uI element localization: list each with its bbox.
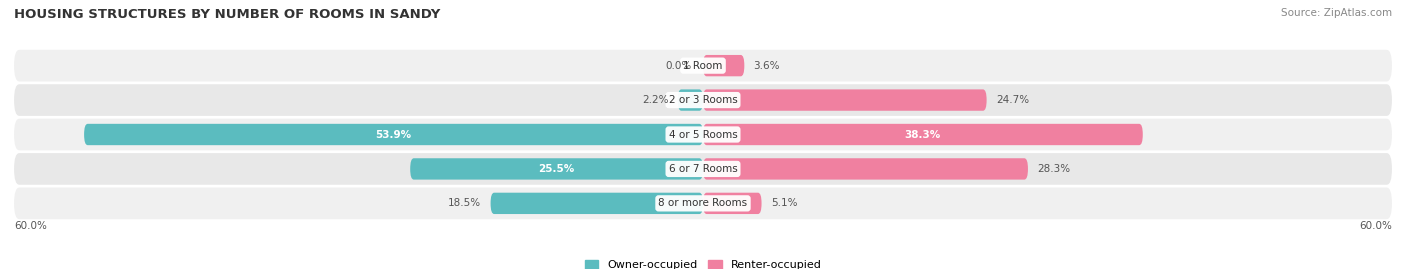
Text: 0.0%: 0.0% <box>665 61 692 71</box>
Text: 25.5%: 25.5% <box>538 164 575 174</box>
Text: Source: ZipAtlas.com: Source: ZipAtlas.com <box>1281 8 1392 18</box>
FancyBboxPatch shape <box>491 193 703 214</box>
FancyBboxPatch shape <box>703 55 744 76</box>
FancyBboxPatch shape <box>14 84 1392 116</box>
FancyBboxPatch shape <box>14 153 1392 185</box>
FancyBboxPatch shape <box>14 119 1392 150</box>
FancyBboxPatch shape <box>14 50 1392 82</box>
Text: 4 or 5 Rooms: 4 or 5 Rooms <box>669 129 737 140</box>
Text: 3.6%: 3.6% <box>754 61 780 71</box>
FancyBboxPatch shape <box>703 158 1028 180</box>
Text: 6 or 7 Rooms: 6 or 7 Rooms <box>669 164 737 174</box>
FancyBboxPatch shape <box>703 124 1143 145</box>
FancyBboxPatch shape <box>703 193 762 214</box>
Text: 24.7%: 24.7% <box>995 95 1029 105</box>
FancyBboxPatch shape <box>703 89 987 111</box>
Text: 53.9%: 53.9% <box>375 129 412 140</box>
FancyBboxPatch shape <box>14 187 1392 219</box>
Text: 2 or 3 Rooms: 2 or 3 Rooms <box>669 95 737 105</box>
FancyBboxPatch shape <box>84 124 703 145</box>
Text: 8 or more Rooms: 8 or more Rooms <box>658 198 748 208</box>
FancyBboxPatch shape <box>411 158 703 180</box>
Legend: Owner-occupied, Renter-occupied: Owner-occupied, Renter-occupied <box>585 260 821 269</box>
Text: 5.1%: 5.1% <box>770 198 797 208</box>
Text: 38.3%: 38.3% <box>905 129 941 140</box>
Text: 18.5%: 18.5% <box>449 198 481 208</box>
Text: 1 Room: 1 Room <box>683 61 723 71</box>
Text: HOUSING STRUCTURES BY NUMBER OF ROOMS IN SANDY: HOUSING STRUCTURES BY NUMBER OF ROOMS IN… <box>14 8 440 21</box>
Text: 60.0%: 60.0% <box>1360 221 1392 231</box>
FancyBboxPatch shape <box>678 89 703 111</box>
Text: 60.0%: 60.0% <box>14 221 46 231</box>
Text: 28.3%: 28.3% <box>1038 164 1070 174</box>
Text: 2.2%: 2.2% <box>643 95 669 105</box>
